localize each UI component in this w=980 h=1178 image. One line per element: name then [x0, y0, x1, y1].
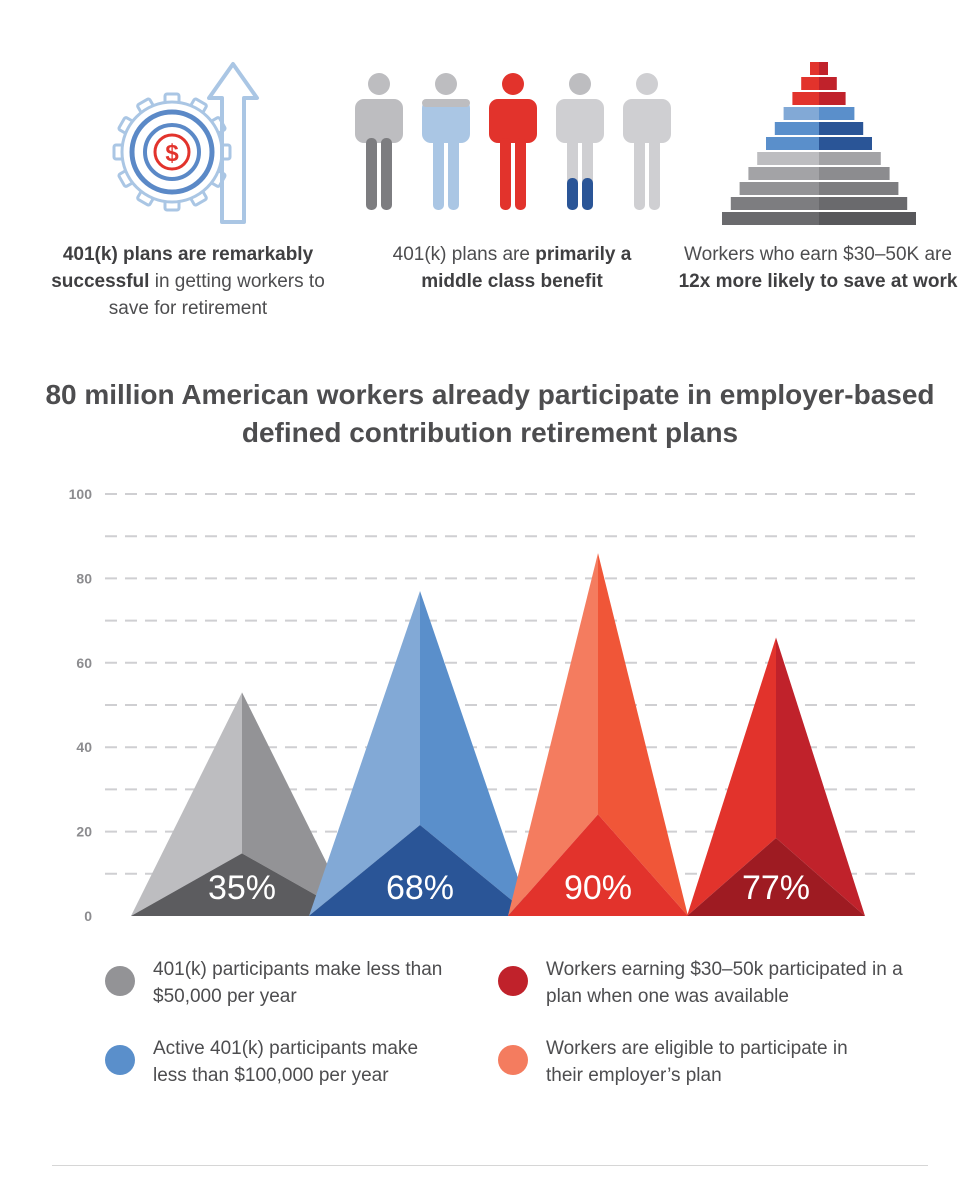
person-figure [422, 73, 470, 210]
y-tick-label: 100 [69, 486, 93, 502]
legend-label-3: Active 401(k) participants make less tha… [153, 1038, 419, 1086]
bar-red [687, 637, 865, 916]
chart-title: 80 million American workers already part… [45, 379, 935, 448]
feature-caption-2: 401(k) plans are primarily a middle clas… [392, 244, 632, 292]
data-label: 35% [208, 869, 276, 907]
legend-label-4: Workers are eligible to participate in t… [546, 1038, 848, 1086]
y-tick-label: 20 [76, 824, 92, 840]
legend-item-2: Workers earning $30–50k participated in … [498, 956, 916, 1010]
footer-divider [52, 1165, 928, 1166]
people-group-icon [355, 73, 671, 210]
data-label: 77% [742, 869, 810, 907]
gear-dollar-arrow-icon: $ [112, 62, 259, 224]
bar-blue [309, 591, 531, 916]
bar-gray [131, 692, 353, 916]
y-tick-label: 60 [76, 655, 92, 671]
legend-item-3: Active 401(k) participants make less tha… [105, 1035, 453, 1089]
dollar-sign: $ [165, 140, 179, 167]
legend-swatch-gray [105, 966, 135, 996]
person-figure [489, 73, 537, 210]
person-figure [355, 73, 403, 210]
legend-item-1: 401(k) participants make less than $50,0… [105, 956, 443, 1010]
person-figure [556, 73, 604, 210]
legend-item-4: Workers are eligible to participate in t… [498, 1035, 876, 1089]
person-figure [623, 73, 671, 210]
y-tick-label: 80 [76, 570, 92, 586]
y-tick-label: 40 [76, 739, 92, 755]
y-tick-label: 0 [84, 908, 92, 924]
stacked-pyramid-icon [722, 62, 916, 225]
data-label: 68% [386, 869, 454, 907]
legend-swatch-orange [498, 1045, 528, 1075]
legend-swatch-blue [105, 1045, 135, 1075]
feature-caption-1: 401(k) plans are remarkably successful i… [51, 244, 325, 319]
legend-label-2: Workers earning $30–50k participated in … [546, 959, 903, 1007]
legend-label-1: 401(k) participants make less than $50,0… [153, 959, 443, 1007]
data-label: 90% [564, 869, 632, 907]
participation-chart: 0 20 40 60 80 100 35% 68% 90% 77% [69, 486, 915, 924]
feature-caption-3: Workers who earn $30–50K are 12x more li… [678, 244, 958, 292]
bar-orange [508, 553, 688, 916]
legend-swatch-red [498, 966, 528, 996]
